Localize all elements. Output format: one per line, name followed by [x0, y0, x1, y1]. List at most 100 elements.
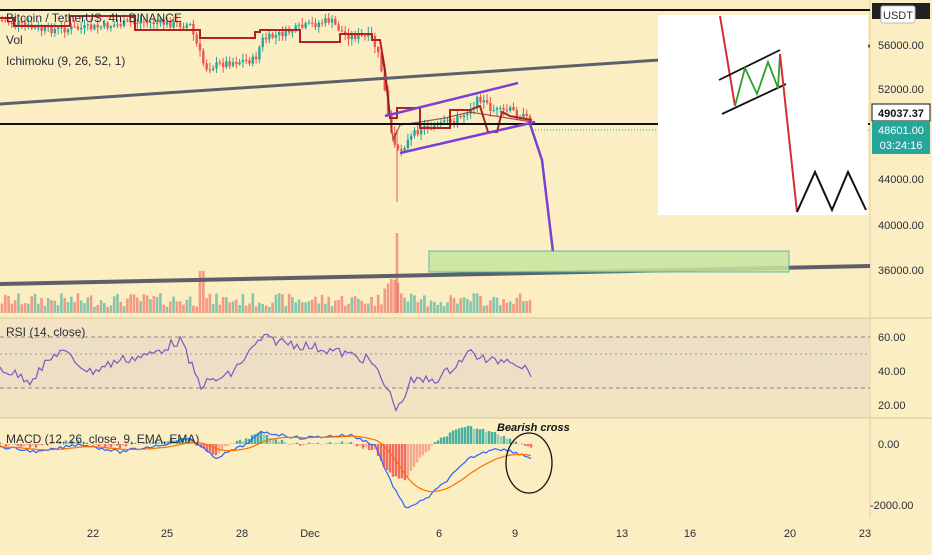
projection-path: [528, 123, 555, 253]
macd-hist-bar-116: [346, 443, 350, 444]
volume-legend[interactable]: Vol: [6, 33, 23, 47]
volume-bar-52: [169, 301, 172, 313]
candle-body-25: [80, 28, 83, 30]
macd-hist-bar-55: [163, 441, 167, 444]
macd-hist-bar-61: [181, 438, 185, 444]
macd-hist-bar-160: [478, 429, 482, 444]
volume-bar-144: [472, 293, 476, 313]
macd-hist-bar-3: [7, 444, 11, 446]
candle-body-44: [142, 21, 146, 23]
candle-body-57: [185, 24, 188, 28]
candle-body-70: [228, 61, 231, 66]
macd-hist-bar-19: [55, 443, 59, 445]
volume-bar-21: [66, 301, 70, 313]
macd-hist-bar-115: [343, 443, 347, 445]
macd-legend[interactable]: MACD (12, 26, close, 9, EMA, EMA): [6, 432, 199, 446]
currency-badge[interactable]: [880, 5, 916, 24]
candle-body-148: [485, 100, 489, 103]
volume-bar-90: [294, 302, 297, 313]
macd-hist-bar-65: [193, 444, 197, 445]
macd-hist-bar-75: [223, 444, 227, 447]
macd-hist-bar-153: [457, 428, 461, 444]
last-price-text: 49037.37: [878, 108, 924, 120]
macd-hist-bar-43: [127, 443, 131, 445]
candle-body-116: [380, 52, 383, 72]
rsi-legend[interactable]: RSI (14, close): [6, 325, 85, 339]
volume-bar-159: [522, 301, 525, 313]
macd-hist-bar-152: [454, 429, 458, 444]
candle-body-81: [264, 37, 268, 40]
volume-bar-9: [27, 303, 30, 313]
symbol-legend[interactable]: Bitcoin / TetherUS, 4h, BINANCE: [6, 11, 182, 25]
candle-body-123: [403, 148, 406, 151]
macd-hist-bar-127: [379, 444, 383, 461]
candle-body-58: [188, 23, 192, 25]
macd-hist-bar-26: [76, 440, 80, 444]
macd-hist-bar-128: [382, 444, 386, 467]
macd-hist-bar-15: [43, 444, 47, 445]
volume-bar-155: [508, 301, 512, 313]
macd-hist-bar-103: [307, 442, 311, 444]
volume-bar-119: [390, 278, 393, 313]
macd-hist-bar-1: [1, 444, 5, 445]
candle-body-69: [225, 61, 228, 68]
candle-body-102: [334, 18, 337, 25]
macd-hist-bar-88: [262, 434, 266, 444]
macd-hist-bar-95: [283, 441, 287, 444]
candle-body-40: [129, 21, 132, 23]
candle-body-155: [509, 107, 512, 111]
volume-bar-73: [238, 305, 241, 313]
candle-body-11: [33, 27, 37, 29]
macd-hist-bar-113: [337, 443, 341, 444]
volume-bar-14: [43, 305, 47, 313]
candle-body-126: [413, 130, 416, 136]
volume-bar-59: [192, 305, 195, 313]
macd-hist-bar-121: [361, 444, 365, 449]
volume-bar-4: [10, 303, 14, 313]
volume-bar-15: [46, 297, 50, 313]
volume-bar-60: [195, 306, 198, 313]
macd-hist-bar-117: [349, 441, 353, 444]
macd-hist-bar-147: [439, 437, 443, 444]
macd-hist-bar-123: [367, 444, 371, 451]
candle-body-17: [53, 28, 56, 34]
macd-hist-bar-110: [328, 442, 332, 444]
candle-body-92: [301, 24, 304, 28]
candle-body-135: [443, 120, 446, 123]
currency-badge-text[interactable]: USDT: [883, 10, 913, 22]
candle-body-55: [179, 22, 182, 28]
macd-hist-bar-85: [253, 434, 257, 444]
macd-hist-bar-54: [160, 441, 164, 444]
macd-hist-bar-7: [19, 444, 23, 447]
volume-bar-56: [182, 304, 185, 313]
macd-hist-bar-137: [409, 444, 413, 471]
ichimoku-legend[interactable]: Ichimoku (9, 26, 52, 1): [6, 54, 125, 68]
volume-bar-50: [162, 304, 165, 313]
volume-bar-85: [277, 293, 281, 313]
macd-hist-bar-139: [415, 444, 419, 463]
ichimoku-lagging: [381, 54, 533, 143]
volume-bar-6: [17, 293, 20, 313]
volume-bar-45: [145, 295, 149, 313]
volume-bar-74: [241, 294, 245, 313]
volume-bar-44: [142, 294, 146, 313]
candle-body-5: [14, 24, 17, 26]
volume-bar-137: [449, 295, 453, 313]
macd-hist-bar-111: [331, 443, 335, 445]
volume-bar-58: [188, 296, 192, 313]
volume-bar-67: [218, 304, 222, 313]
candle-body-65: [212, 68, 215, 70]
candle-body-6: [17, 22, 20, 26]
volume-bar-27: [86, 297, 90, 313]
volume-bar-86: [281, 294, 284, 313]
candle-body-109: [357, 33, 360, 40]
macd-hist-bar-138: [412, 444, 416, 467]
volume-bar-51: [165, 306, 169, 313]
volume-bar-31: [99, 300, 103, 313]
volume-bar-76: [248, 303, 251, 313]
macd-hist-bar-136: [406, 444, 410, 477]
candle-body-156: [512, 107, 515, 110]
macd-hist-bar-155: [463, 427, 467, 444]
